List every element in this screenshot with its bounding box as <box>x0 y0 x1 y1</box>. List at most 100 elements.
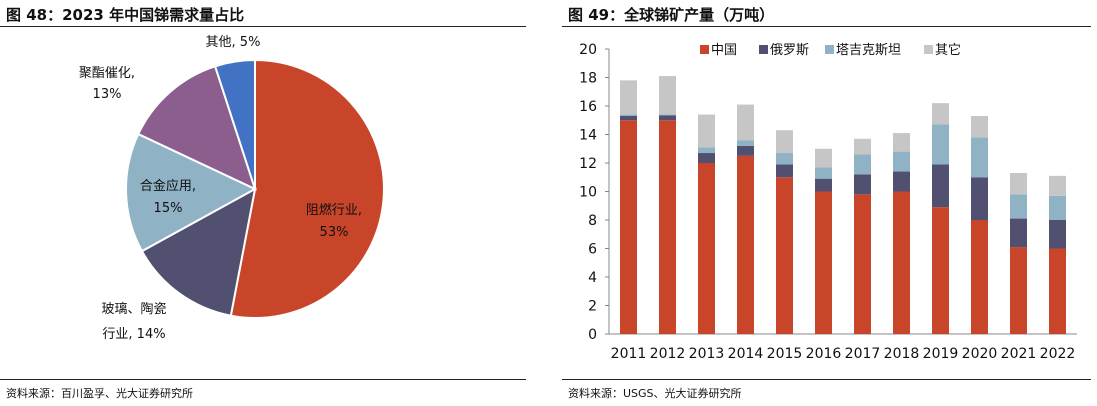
pie-slice <box>229 58 385 319</box>
pie-slice-label: 合金应用, <box>140 178 196 194</box>
y-tick-label: 8 <box>588 213 597 229</box>
x-tick-label: 2012 <box>650 346 686 362</box>
bar-segment <box>698 114 715 148</box>
bar-segment <box>1049 248 1066 334</box>
y-tick-label: 14 <box>579 128 597 144</box>
bar-segment <box>1010 218 1027 248</box>
y-tick-label: 2 <box>588 299 597 315</box>
pie-slice-label: 阻燃行业, <box>306 202 362 218</box>
pie-slice <box>140 187 257 317</box>
bar-segment <box>737 145 754 156</box>
left-top-rule <box>0 26 526 27</box>
bar-segment <box>698 163 715 334</box>
bar-segment <box>932 124 949 165</box>
bar-segment <box>737 104 754 141</box>
bar-segment <box>1010 194 1027 219</box>
bar-segment <box>893 151 910 172</box>
bar-segment <box>659 115 676 121</box>
legend-swatch <box>759 45 768 54</box>
bar-segment <box>620 120 637 334</box>
left-bottom-rule <box>0 379 526 380</box>
right-figure-panel: 图 49：全球锑矿产量（万吨） 0 2 4 6 8 10 12 14 16 18 20 2011 201… <box>562 0 1097 406</box>
x-tick-label: 2014 <box>728 346 764 362</box>
y-tick-label: 18 <box>579 71 597 87</box>
bar-segment <box>1049 220 1066 249</box>
bar-segment <box>893 191 910 334</box>
legend-label: 其它 <box>935 42 961 58</box>
right-bottom-rule <box>562 379 1091 380</box>
right-source-note: 资料来源：USGS、光大证券研究所 <box>568 387 742 400</box>
pie-slice-label: 其他, 5% <box>206 35 261 50</box>
bar-segment <box>620 114 637 116</box>
bar-segment <box>737 155 754 335</box>
bar-segment <box>815 167 832 179</box>
bar-segment <box>1049 175 1066 196</box>
right-figure-title: 图 49：全球锑矿产量（万吨） <box>568 6 775 24</box>
y-tick-label: 0 <box>588 327 597 343</box>
bar-segment <box>971 177 988 220</box>
bar-segment <box>854 194 871 334</box>
x-tick-label: 2016 <box>806 346 842 362</box>
pie-slice-label: 聚酯催化, <box>79 66 135 81</box>
bar-segment <box>854 138 871 155</box>
left-source-note: 资料来源：百川盈孚、光大证券研究所 <box>6 387 193 400</box>
y-tick-label: 6 <box>588 242 597 258</box>
bar-segment <box>698 147 715 154</box>
bar-segment <box>1010 172 1027 195</box>
legend-label: 中国 <box>711 43 737 58</box>
legend-swatch <box>825 45 834 54</box>
x-tick-label: 2013 <box>689 346 725 362</box>
bar-segment <box>776 153 793 165</box>
bar-segment <box>620 115 637 121</box>
bar-segment <box>698 153 715 163</box>
x-tick-label: 2021 <box>1001 346 1037 362</box>
bar-segment <box>659 120 676 334</box>
bar-segment <box>659 76 676 115</box>
x-tick-label: 2018 <box>884 346 920 362</box>
bar-segment <box>971 115 988 138</box>
bar-segment <box>659 114 676 116</box>
bar-segment <box>932 207 949 334</box>
pie-slice <box>213 58 256 190</box>
right-top-rule <box>562 26 1091 27</box>
pie-slice <box>125 132 258 253</box>
pie-slice-value: 53% <box>320 225 349 240</box>
bar-segment <box>893 133 910 152</box>
pie-slice-label: 行业, 14% <box>102 327 165 342</box>
x-tick-label: 2017 <box>845 346 881 362</box>
bar-segment <box>776 130 793 154</box>
left-figure-title: 图 48：2023 年中国锑需求量占比 <box>6 6 245 24</box>
x-tick-label: 2020 <box>962 346 998 362</box>
x-tick-label: 2011 <box>611 346 647 362</box>
bar-segment <box>854 154 871 175</box>
y-tick-label: 4 <box>588 270 597 286</box>
bar-segment <box>776 177 793 334</box>
y-tick-label: 10 <box>579 185 597 201</box>
y-tick-label: 20 <box>579 42 597 58</box>
pie-slice-value: 13% <box>93 87 122 102</box>
y-tick-label: 16 <box>579 99 597 115</box>
bar-segment <box>971 220 988 334</box>
pie-slice-label: 玻璃、陶瓷 <box>101 301 166 317</box>
bar-segment <box>776 164 793 178</box>
legend-label: 塔吉克斯坦 <box>836 43 901 58</box>
bar-segment <box>893 171 910 192</box>
x-tick-label: 2015 <box>767 346 803 362</box>
bar-segment <box>1010 247 1027 334</box>
x-tick-label: 2022 <box>1040 346 1076 362</box>
bar-segment <box>815 148 832 168</box>
bar-segment <box>1049 195 1066 220</box>
bar-segment <box>932 164 949 208</box>
pie-slice-value: 15% <box>154 201 183 216</box>
legend-swatch <box>700 45 709 54</box>
bar-segment <box>932 103 949 125</box>
bar-segment <box>971 137 988 178</box>
pie-slice <box>136 65 257 191</box>
bar-segment <box>854 174 871 195</box>
legend-label: 俄罗斯 <box>770 43 809 58</box>
x-tick-label: 2019 <box>923 346 959 362</box>
left-figure-panel: 图 48：2023 年中国锑需求量占比 阻燃行业, 53% 玻璃、陶瓷行业, 14%… <box>0 0 532 406</box>
bar-segment <box>815 191 832 334</box>
